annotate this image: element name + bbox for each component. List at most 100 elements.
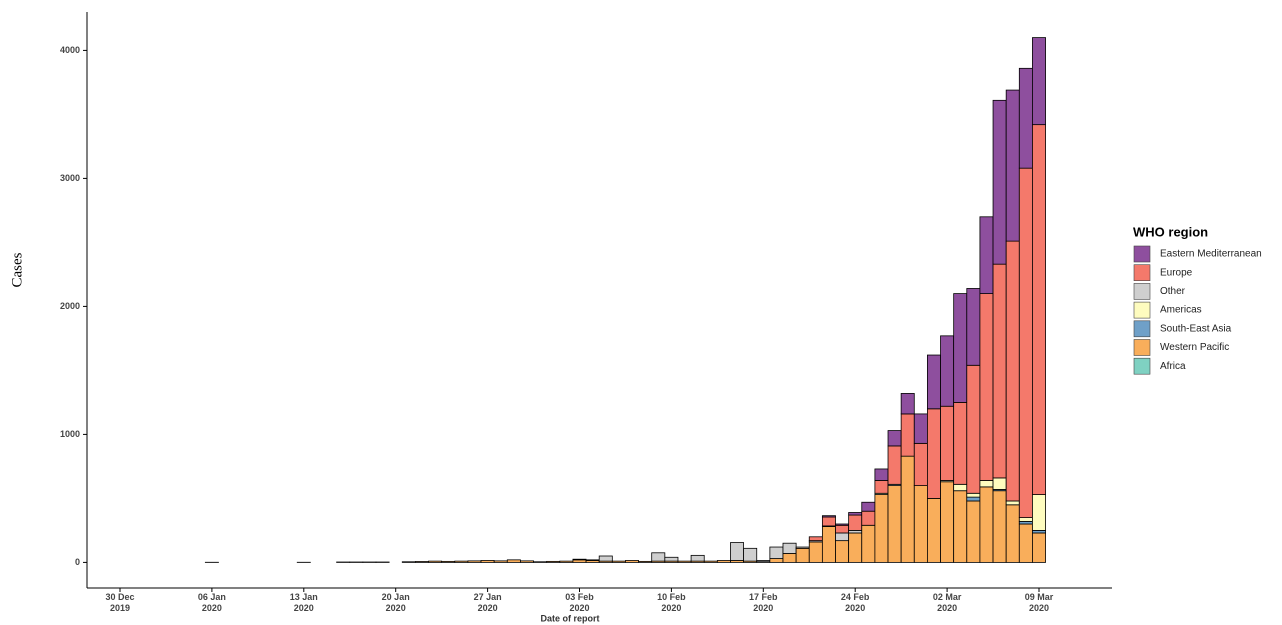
bar-segment bbox=[585, 559, 600, 561]
bar-segment bbox=[664, 556, 679, 562]
x-tick-label: 03 Feb 2020 bbox=[565, 592, 594, 613]
x-tick-label: 20 Jan 2020 bbox=[381, 592, 410, 613]
bar-segment bbox=[611, 560, 626, 563]
x-tick-label: 13 Jan 2020 bbox=[289, 592, 318, 613]
bar-segment bbox=[966, 500, 981, 563]
bar-segment bbox=[900, 393, 915, 415]
bar-segment bbox=[940, 405, 955, 481]
bar-segment bbox=[559, 560, 574, 563]
bar-segment bbox=[546, 560, 561, 563]
legend-label: Europe bbox=[1160, 267, 1193, 278]
bar-segment bbox=[808, 541, 823, 563]
bar-segment bbox=[874, 480, 889, 494]
bar-segment bbox=[716, 560, 731, 563]
legend-label: Eastern Mediterranean bbox=[1160, 249, 1262, 260]
legend-swatch bbox=[1133, 320, 1151, 338]
legend-swatch bbox=[1133, 264, 1151, 282]
bar-segment bbox=[966, 496, 981, 502]
bar-segment bbox=[572, 558, 587, 561]
bar-segment bbox=[913, 485, 928, 563]
bar-segment bbox=[848, 532, 863, 563]
bar-segment bbox=[900, 455, 915, 563]
bar-segment bbox=[506, 559, 521, 563]
bar-segment bbox=[533, 561, 548, 563]
bar-segment bbox=[835, 524, 850, 534]
bar-segment bbox=[690, 554, 705, 562]
bar-segment bbox=[730, 542, 745, 561]
bar-segment bbox=[913, 413, 928, 444]
bar-segment bbox=[1005, 89, 1020, 242]
bar-segment bbox=[401, 561, 416, 563]
x-axis-label: Date of report bbox=[540, 613, 599, 623]
bar-segment bbox=[428, 560, 443, 563]
bar-segment bbox=[953, 401, 968, 485]
bar-segment bbox=[782, 542, 797, 554]
bar-segment bbox=[821, 515, 836, 518]
bar-segment bbox=[835, 540, 850, 563]
bar-segment bbox=[795, 546, 810, 549]
bar-segment bbox=[835, 532, 850, 542]
x-tick-label: 06 Jan 2020 bbox=[197, 592, 226, 613]
bar-segment bbox=[835, 523, 850, 526]
bar-segment bbox=[1018, 167, 1033, 519]
bar-segment bbox=[821, 526, 836, 563]
bar-segment bbox=[874, 494, 889, 563]
legend-label: Western Pacific bbox=[1160, 342, 1229, 353]
bar-segment bbox=[861, 510, 876, 526]
bar-segment bbox=[887, 445, 902, 485]
bar-segment bbox=[769, 546, 784, 559]
legend-swatch bbox=[1133, 283, 1151, 300]
legend-swatch bbox=[1133, 245, 1151, 263]
bar-segment bbox=[1018, 517, 1033, 522]
bar-segment bbox=[821, 516, 836, 527]
bar-segment bbox=[1018, 523, 1033, 563]
y-tick-label: 4000 bbox=[60, 45, 80, 55]
bar-segment bbox=[1032, 124, 1046, 495]
bar-segment bbox=[953, 293, 968, 403]
bar-segment bbox=[966, 288, 981, 366]
bar-segment bbox=[979, 486, 994, 563]
bar-segment bbox=[1018, 67, 1033, 169]
y-axis-label: Cases bbox=[9, 252, 25, 287]
bar-segment bbox=[874, 468, 889, 481]
bar-segment bbox=[992, 99, 1007, 265]
bar-segment bbox=[979, 480, 994, 488]
bar-segment bbox=[493, 560, 508, 563]
bar-segment bbox=[887, 485, 902, 563]
bar-segment bbox=[900, 413, 915, 457]
bar-segment bbox=[480, 560, 495, 563]
legend-label: Americas bbox=[1160, 305, 1202, 316]
bar-segment bbox=[1032, 37, 1046, 126]
bar-segment bbox=[953, 490, 968, 563]
bar-segment bbox=[703, 560, 718, 563]
bar-segment bbox=[520, 560, 534, 563]
bar-segment bbox=[795, 547, 810, 563]
bar-segment bbox=[913, 442, 928, 486]
x-tick-label: 24 Feb 2020 bbox=[840, 592, 870, 613]
bar-segment bbox=[927, 497, 941, 563]
bar-segment bbox=[441, 560, 456, 563]
bar-segment bbox=[598, 555, 613, 562]
bar-segment bbox=[756, 560, 771, 563]
bar-segment bbox=[861, 501, 876, 512]
bar-segment bbox=[953, 483, 968, 492]
bar-segment bbox=[743, 547, 758, 562]
bar-segment bbox=[414, 561, 429, 563]
bar-segment bbox=[966, 492, 981, 498]
bar-segment bbox=[782, 553, 797, 563]
bar-segment bbox=[887, 430, 902, 447]
legend-label: South-East Asia bbox=[1160, 323, 1232, 334]
legend-label: Other bbox=[1160, 286, 1186, 297]
bar-segment bbox=[992, 490, 1007, 563]
legend-title: WHO region bbox=[1133, 224, 1208, 239]
bar-segment bbox=[769, 558, 784, 563]
bar-segment bbox=[1005, 500, 1020, 506]
bar-segment bbox=[966, 364, 981, 494]
bar-segment bbox=[940, 481, 955, 563]
x-tick-label: 27 Jan 2020 bbox=[473, 592, 502, 613]
bar-segment bbox=[625, 560, 639, 563]
y-tick-label: 2000 bbox=[60, 301, 80, 311]
bar-segment bbox=[1032, 532, 1046, 563]
